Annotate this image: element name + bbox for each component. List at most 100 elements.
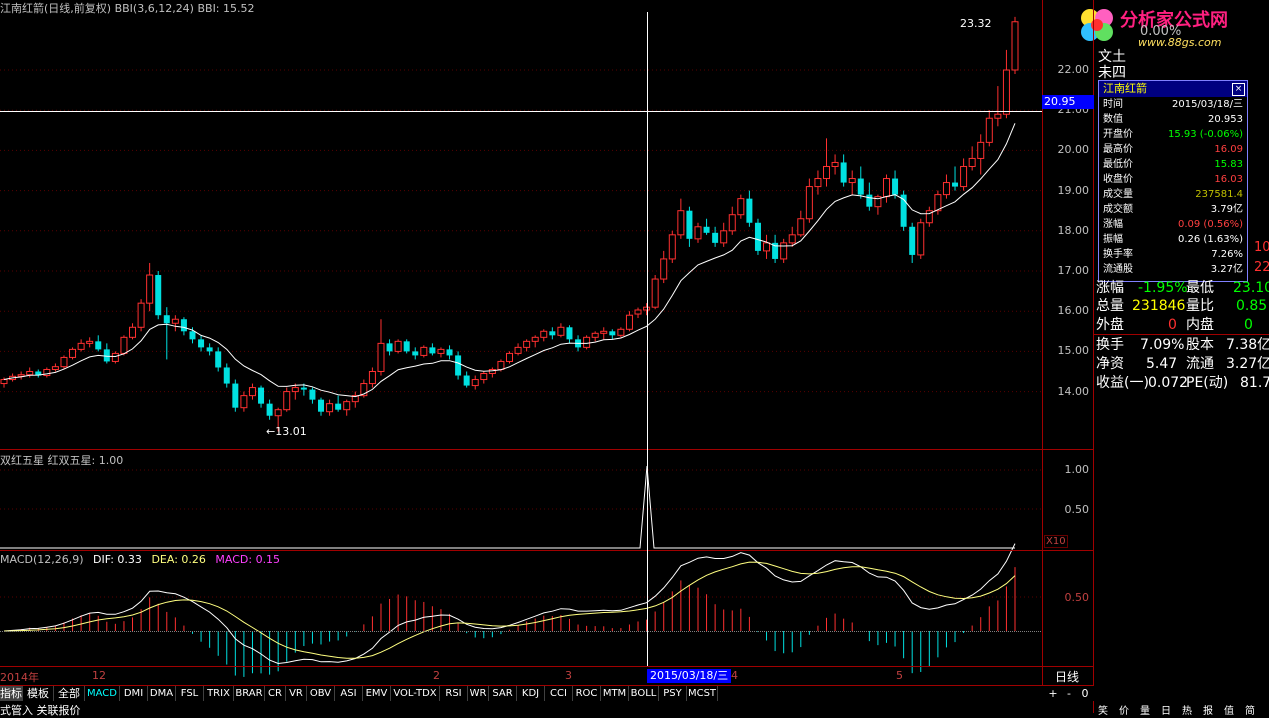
- candle-body-up: [720, 230, 728, 244]
- candle-body-down: [952, 182, 959, 187]
- candle-body-down: [403, 341, 410, 352]
- tab-vol-tdx[interactable]: VOL-TDX: [391, 686, 440, 701]
- popup-row-label: 最高价: [1103, 144, 1133, 155]
- tab-roc[interactable]: ROC: [573, 686, 601, 701]
- candle-body-down: [857, 178, 864, 195]
- reset-button[interactable]: 0: [1081, 687, 1089, 700]
- period-label[interactable]: 日线: [1055, 670, 1080, 684]
- candle-body-up: [600, 330, 608, 334]
- macd-value: MACD: 0.15: [215, 553, 281, 566]
- candle-body-up: [1011, 21, 1019, 71]
- tab-dma[interactable]: DMA: [148, 686, 176, 701]
- tab-emv[interactable]: EMV: [363, 686, 391, 701]
- candle-body-up: [60, 356, 68, 368]
- popup-row: 成交量 237581.4: [1099, 187, 1247, 202]
- tab-boll[interactable]: BOLL: [629, 686, 659, 701]
- tab-dmi[interactable]: DMI: [120, 686, 148, 701]
- candle-body-down: [95, 341, 102, 350]
- side-tab[interactable]: 值: [1224, 706, 1234, 717]
- candle-body-up: [823, 165, 831, 180]
- tab-mtm[interactable]: MTM: [601, 686, 629, 701]
- side-tab[interactable]: 简: [1245, 706, 1255, 717]
- side-partial-c: 未四: [1098, 65, 1126, 81]
- candle-body-down: [455, 355, 462, 376]
- date-label-2: 2: [433, 669, 440, 682]
- candle-body-down: [103, 349, 110, 362]
- zoom-in-button[interactable]: +: [1048, 687, 1058, 700]
- candle-body-up: [660, 258, 668, 280]
- tab-cci[interactable]: CCI: [545, 686, 573, 701]
- candle-body-down: [206, 347, 213, 352]
- candle-body-up: [240, 395, 248, 409]
- candle-body-up: [557, 326, 565, 336]
- candle-body-up: [351, 395, 359, 403]
- candle-body-up: [968, 157, 976, 167]
- popup-row: 换手率 7.26%: [1099, 247, 1247, 262]
- popup-row-label: 成交额: [1103, 204, 1133, 215]
- indicator-line: [0, 465, 1015, 549]
- candle-body-up: [377, 342, 385, 372]
- candle-body-up: [531, 336, 539, 342]
- candle-body-down: [712, 232, 719, 243]
- candle-body-up: [480, 373, 488, 381]
- tab-macd[interactable]: MACD: [85, 686, 120, 701]
- candle-body-up: [488, 368, 496, 375]
- popup-row: 时间 2015/03/18/三: [1099, 97, 1247, 112]
- tab-asi[interactable]: ASI: [335, 686, 363, 701]
- candle-body-up: [120, 336, 128, 354]
- candle-body-up: [960, 165, 968, 188]
- stats-row-outer: 外盘 0 内盘 0: [1096, 317, 1253, 333]
- candle-body-up: [677, 210, 685, 236]
- macd-dif-line: [3, 543, 1016, 665]
- tab-wr[interactable]: WR: [468, 686, 489, 701]
- tab-vr[interactable]: VR: [286, 686, 307, 701]
- candle-body-down: [892, 178, 899, 195]
- data-popup[interactable]: 江南红箭 × 时间 2015/03/18/三 数值 20.953 开盘价 15.93 (-…: [1098, 80, 1248, 282]
- popup-row: 振幅 0.26 (1.63%): [1099, 232, 1247, 247]
- tab-cr[interactable]: CR: [265, 686, 286, 701]
- date-label-12: 12: [92, 669, 106, 682]
- side-tab[interactable]: 报: [1203, 706, 1213, 717]
- indicator-axis-1: 1.00: [1064, 463, 1090, 476]
- candle-body-down: [754, 222, 761, 251]
- tab-obv[interactable]: OBV: [307, 686, 335, 701]
- candle-body-up: [137, 302, 145, 328]
- close-icon[interactable]: ×: [1232, 83, 1245, 96]
- tab-模板[interactable]: 模板: [23, 686, 54, 701]
- side-tab[interactable]: 日: [1161, 706, 1171, 717]
- tab-sar[interactable]: SAR: [489, 686, 517, 701]
- tab-trix[interactable]: TRIX: [204, 686, 234, 701]
- candle-body-up: [643, 306, 651, 311]
- tab-全部[interactable]: 全部: [54, 686, 85, 701]
- tab-rsi[interactable]: RSI: [440, 686, 468, 701]
- tab-kdj[interactable]: KDJ: [517, 686, 545, 701]
- candle-body-down: [429, 347, 436, 354]
- side-tab[interactable]: 热: [1182, 706, 1192, 717]
- candle-body-up: [977, 141, 985, 159]
- candle-body-up: [343, 401, 351, 411]
- tab-fsl[interactable]: FSL: [176, 686, 204, 701]
- bottom-status[interactable]: 式管入 关联报价: [0, 704, 81, 717]
- candle-body-up: [814, 178, 822, 188]
- low-annotation: ←13.01: [266, 425, 307, 438]
- popup-row-value: 3.27亿: [1210, 264, 1243, 275]
- candle-body-up: [874, 196, 882, 208]
- candle-body-up: [394, 340, 402, 352]
- macd-dea: DEA: 0.26: [151, 553, 206, 566]
- tab-brar[interactable]: BRAR: [234, 686, 265, 701]
- popup-row-value: 20.953: [1208, 114, 1243, 125]
- candle-body-up: [668, 234, 676, 260]
- zoom-out-button[interactable]: -: [1067, 687, 1071, 700]
- candle-body-up: [523, 340, 531, 348]
- tab-指标[interactable]: 指标: [0, 686, 23, 701]
- popup-row-label: 换手率: [1103, 249, 1133, 260]
- candle-body-down: [686, 210, 693, 239]
- tab-psy[interactable]: PSY: [659, 686, 687, 701]
- side-tab[interactable]: 笑: [1098, 706, 1108, 717]
- side-tab[interactable]: 量: [1140, 706, 1150, 717]
- candle-body-down: [155, 275, 162, 316]
- popup-row: 成交额 3.79亿: [1099, 202, 1247, 217]
- side-tab[interactable]: 价: [1119, 706, 1129, 717]
- tab-mcst[interactable]: MCST: [687, 686, 718, 701]
